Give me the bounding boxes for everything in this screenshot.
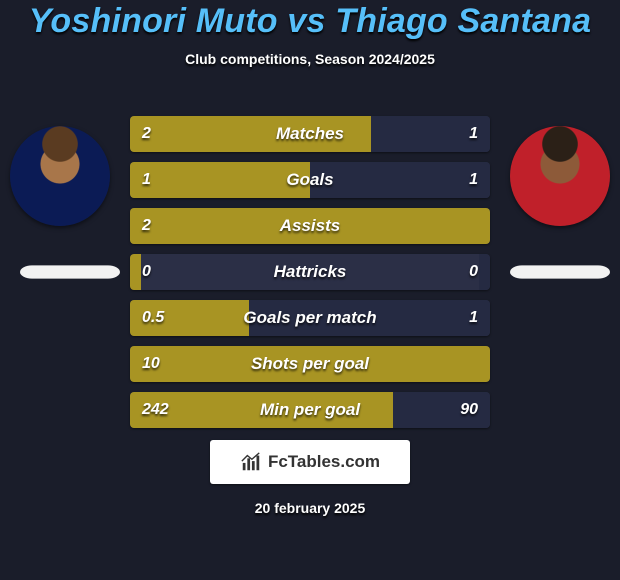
chart-icon (240, 451, 262, 473)
stat-value-right: 1 (469, 116, 478, 152)
stat-row: 21Matches (130, 116, 490, 152)
stat-value-left: 242 (142, 392, 169, 428)
stat-bar-left (130, 116, 371, 152)
stat-value-right: 1 (469, 300, 478, 336)
stat-row: 10Shots per goal (130, 346, 490, 382)
stat-row: 0 0Hattricks (130, 254, 490, 290)
stat-value-right: 0 (469, 254, 478, 290)
stat-bar-left (130, 208, 490, 244)
date-text: 20 february 2025 (0, 500, 620, 516)
stat-row: 0.51Goals per match (130, 300, 490, 336)
stat-value-left: 10 (142, 346, 160, 382)
stat-row: 11Goals (130, 162, 490, 198)
player-left-flag (20, 265, 120, 278)
stat-value-left: 1 (142, 162, 151, 198)
player-right-flag (510, 265, 610, 278)
stat-bar-right (249, 300, 490, 336)
stat-value-right: 1 (469, 162, 478, 198)
stat-row: 24290Min per goal (130, 392, 490, 428)
stat-label: Hattricks (130, 254, 490, 290)
subtitle: Club competitions, Season 2024/2025 (0, 51, 620, 67)
stat-bar-left (130, 346, 490, 382)
stat-bar-left (130, 162, 310, 198)
stat-bar-left (130, 254, 141, 290)
logo-text: FcTables.com (268, 452, 380, 472)
player-right-avatar (510, 126, 610, 226)
stats-container: 21Matches11Goals2Assists00Hattricks0.51G… (130, 116, 490, 438)
page-title: Yoshinori Muto vs Thiago Santana (0, 0, 620, 41)
player-left-avatar (10, 126, 110, 226)
stat-value-left: 0.5 (142, 300, 164, 336)
stat-row: 2Assists (130, 208, 490, 244)
stat-value-left: 2 (142, 116, 151, 152)
fctables-logo: FcTables.com (210, 440, 410, 484)
stat-value-left: 2 (142, 208, 151, 244)
stat-bar-right (479, 254, 490, 290)
stat-bar-right (310, 162, 490, 198)
stat-value-right: 90 (460, 392, 478, 428)
stat-value-left: 0 (142, 254, 151, 290)
stat-bar-left (130, 392, 393, 428)
